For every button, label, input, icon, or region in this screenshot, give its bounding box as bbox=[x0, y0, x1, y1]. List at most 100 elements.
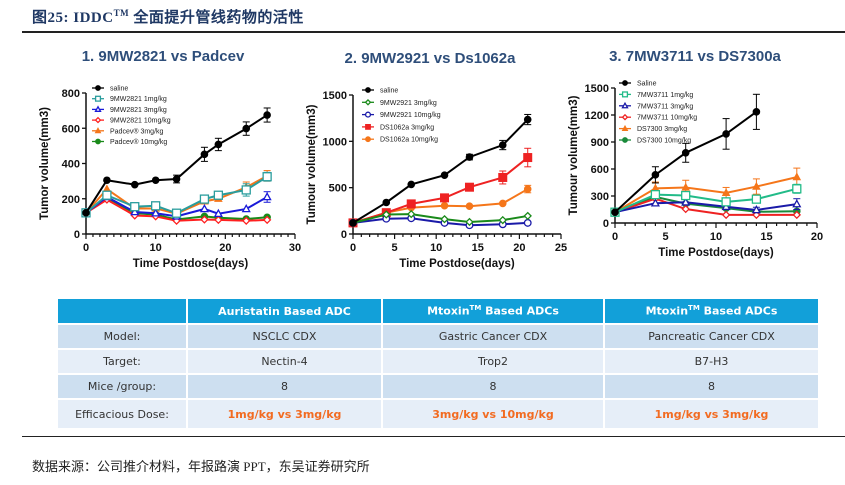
triangle-marker bbox=[751, 204, 761, 214]
square-marker bbox=[721, 197, 731, 207]
circle-marker bbox=[407, 180, 416, 189]
circle-marker bbox=[622, 80, 628, 86]
legend-label: 7MW3711 3mg/kg bbox=[637, 103, 693, 110]
triangle-marker bbox=[241, 203, 251, 213]
square-marker bbox=[130, 202, 140, 212]
table-row-target: Target: Nectin-4 Trop2 B7-H3 bbox=[58, 350, 820, 373]
circle-marker bbox=[465, 153, 474, 161]
figure-title-suffix: 全面提升管线药物的活性 bbox=[133, 10, 304, 26]
series-saline bbox=[611, 93, 761, 216]
circle-marker bbox=[242, 124, 251, 133]
series-line bbox=[614, 197, 797, 216]
table-header-blank bbox=[58, 299, 188, 323]
y-tick-label: 1200 bbox=[585, 110, 609, 122]
y-tick-label: 1500 bbox=[585, 83, 609, 95]
circle-marker bbox=[349, 219, 357, 227]
legend-label: DS1062a 10mg/kg bbox=[380, 137, 438, 144]
dose-cell: 1mg/kg vs 3mg/kg bbox=[605, 400, 820, 428]
chart-title: 1. 9MW2821 vs Padcev bbox=[82, 48, 245, 65]
series-ds1062a-3mg-kg bbox=[348, 147, 533, 228]
circle-marker bbox=[523, 218, 532, 227]
figure-title-prefix: 图25: IDDC bbox=[32, 10, 114, 26]
legend-label: 9MW2821 3mg/kg bbox=[110, 107, 167, 114]
table-header-row: Auristatin Based ADC MtoxinTM Based ADCs… bbox=[58, 299, 820, 323]
x-tick-label: 10 bbox=[710, 231, 722, 243]
triangle-marker bbox=[721, 188, 731, 196]
diamond-marker bbox=[214, 215, 223, 225]
x-tick-label: 30 bbox=[289, 242, 301, 254]
header-col2-tm: TM bbox=[469, 304, 482, 313]
diamond-marker bbox=[465, 217, 474, 227]
circle-marker bbox=[611, 208, 619, 216]
square-marker bbox=[523, 153, 533, 163]
comparison-table: Auristatin Based ADC MtoxinTM Based ADCs… bbox=[58, 297, 820, 430]
square-marker bbox=[751, 194, 762, 204]
square-marker bbox=[199, 194, 210, 204]
table-cell: 8 bbox=[383, 375, 605, 398]
triangle-marker bbox=[213, 208, 223, 218]
circle-marker bbox=[622, 137, 628, 143]
table-cell: 8 bbox=[188, 375, 383, 398]
square-marker bbox=[440, 193, 450, 203]
series-line bbox=[614, 176, 798, 214]
chart-title: 2. 9MW2921 vs Ds1062a bbox=[345, 50, 517, 67]
diamond-marker bbox=[752, 210, 761, 220]
table-header-col2: MtoxinTM Based ADCs bbox=[383, 299, 605, 323]
legend-label: DS7300 10mg/kg bbox=[637, 138, 691, 145]
legend-label: saline bbox=[110, 86, 128, 93]
circle-marker bbox=[651, 171, 660, 179]
x-tick-label: 10 bbox=[150, 242, 162, 254]
circle-marker bbox=[263, 111, 271, 119]
square-marker bbox=[792, 184, 802, 194]
y-tick-label: 200 bbox=[62, 194, 80, 206]
square-marker bbox=[102, 190, 112, 200]
diamond-marker bbox=[681, 204, 690, 214]
legend: saline 9MW2821 1mg/kg 9MW2821 3mg/kg 9MW282… bbox=[92, 85, 171, 146]
diamond-marker bbox=[498, 215, 507, 225]
legend-label: Saline bbox=[637, 81, 657, 88]
header-col3-name: Mtoxin bbox=[645, 304, 689, 318]
table-cell: Nectin-4 bbox=[188, 350, 383, 373]
bottom-divider bbox=[22, 436, 845, 437]
table-cell: 8 bbox=[605, 375, 820, 398]
table-cell: Gastric Cancer CDX bbox=[383, 325, 605, 348]
row-label: Target: bbox=[58, 350, 188, 373]
table-header-col3: MtoxinTM Based ADCs bbox=[605, 299, 820, 323]
x-tick-label: 5 bbox=[392, 242, 398, 254]
data-source: 数据来源：公司推介材料，年报路演 PPT，东吴证券研究所 bbox=[32, 459, 370, 474]
triangle-marker bbox=[151, 208, 161, 217]
table-cell: Pancreatic Cancer CDX bbox=[605, 325, 820, 348]
circle-marker bbox=[200, 150, 209, 159]
legend-label: 7MW3711 1mg/kg bbox=[637, 92, 693, 99]
square-marker bbox=[241, 185, 251, 195]
x-tick-label: 20 bbox=[811, 231, 823, 243]
top-divider bbox=[22, 31, 845, 33]
triangle-marker bbox=[130, 206, 140, 216]
diamond-marker bbox=[792, 210, 802, 220]
circle-marker bbox=[440, 201, 449, 210]
triangle-marker bbox=[94, 105, 102, 112]
triangle-marker bbox=[262, 192, 272, 201]
legend-label: saline bbox=[380, 88, 398, 95]
legend-label: Padcev® 3mg/kg bbox=[110, 127, 164, 135]
y-tick-label: 600 bbox=[591, 164, 609, 176]
y-tick-label: 1500 bbox=[323, 90, 347, 102]
x-tick-label: 5 bbox=[662, 231, 668, 243]
row-label: Mice /group: bbox=[58, 375, 188, 398]
table-cell: NSCLC CDX bbox=[188, 325, 383, 348]
table-cell: B7-H3 bbox=[605, 350, 820, 373]
triangle-marker bbox=[650, 198, 660, 207]
legend-label: 9MW2821 10mg/kg bbox=[110, 118, 171, 125]
x-tick-label: 10 bbox=[430, 242, 442, 254]
square-marker bbox=[498, 172, 508, 182]
x-tick-label: 20 bbox=[219, 242, 231, 254]
series-line bbox=[352, 156, 529, 224]
circle-marker bbox=[752, 108, 761, 116]
circle-marker bbox=[440, 171, 449, 179]
circle-marker bbox=[103, 176, 111, 185]
x-axis-label: Time Postdose(days) bbox=[658, 247, 774, 259]
x-tick-label: 0 bbox=[83, 242, 89, 254]
circle-marker bbox=[214, 140, 223, 149]
circle-marker bbox=[364, 111, 372, 118]
triangle-marker bbox=[621, 124, 629, 132]
